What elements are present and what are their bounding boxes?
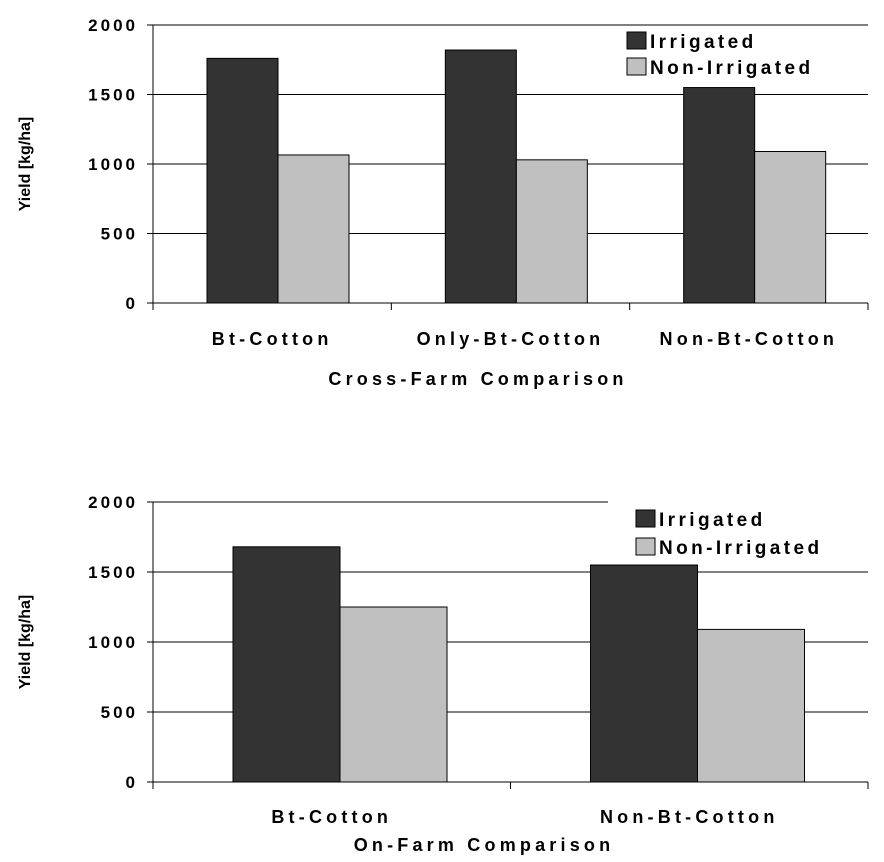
legend-label: Non-Irrigated: [650, 58, 813, 79]
legend-swatch: [626, 31, 647, 50]
y-tick-label: 1500: [88, 86, 138, 105]
cross-farm-chart: 0 500 1000 1500 2000 Bt-Cotton Only-Bt-Cotton…: [17, 16, 869, 389]
y-tick-label: 500: [101, 225, 138, 244]
category-label: Bt-Cotton: [212, 329, 333, 349]
legend-swatch: [635, 509, 656, 528]
legend-label: Non-Irrigated: [659, 538, 822, 559]
category-label: Non-Bt-Cotton: [600, 807, 779, 827]
legend-label: Irrigated: [650, 32, 757, 53]
y-axis-label: Yield [kg/ha]: [17, 595, 34, 690]
y-tick-label: 1500: [88, 563, 138, 582]
bar-irrigated: [683, 87, 756, 304]
y-tick-labels: 0 500 1000 1500 2000: [88, 493, 138, 792]
bar-non-irrigated: [754, 150, 827, 304]
y-tick-label: 500: [101, 703, 138, 722]
category-label: Only-Bt-Cotton: [417, 329, 605, 349]
bar-irrigated: [590, 564, 698, 783]
y-tick-label: 0: [126, 773, 138, 792]
y-axis-label: Yield [kg/ha]: [17, 117, 34, 212]
y-tick-label: 2000: [88, 16, 138, 35]
legend-label: Irrigated: [659, 510, 766, 531]
legend: Irrigated Non-Irrigated: [635, 509, 822, 559]
legend-swatch: [635, 537, 656, 556]
y-tick-label: 2000: [88, 493, 138, 512]
bar-non-irrigated: [515, 159, 588, 304]
category-labels: Bt-Cotton Non-Bt-Cotton: [271, 807, 779, 827]
y-tick-label: 0: [126, 294, 138, 313]
bar-non-irrigated: [277, 154, 350, 304]
bar-irrigated: [444, 49, 517, 304]
category-labels: Bt-Cotton Only-Bt-Cotton Non-Bt-Cotton: [212, 329, 839, 349]
category-label: Non-Bt-Cotton: [660, 329, 839, 349]
category-label: Bt-Cotton: [271, 807, 392, 827]
bar-irrigated: [206, 57, 279, 304]
legend-swatch: [626, 57, 647, 76]
y-tick-label: 1000: [88, 155, 138, 174]
y-tick-labels: 0 500 1000 1500 2000: [88, 16, 138, 313]
bars: [206, 49, 827, 304]
axes: [147, 501, 869, 789]
bars: [232, 546, 805, 783]
x-axis-label: Cross-Farm Comparison: [328, 369, 627, 389]
bar-irrigated: [232, 546, 341, 783]
axes: [147, 24, 869, 310]
bar-non-irrigated: [697, 628, 805, 783]
y-tick-label: 1000: [88, 633, 138, 652]
legend: Irrigated Non-Irrigated: [626, 31, 813, 79]
bar-non-irrigated: [339, 606, 448, 783]
x-axis-label: On-Farm Comparison: [354, 835, 615, 855]
